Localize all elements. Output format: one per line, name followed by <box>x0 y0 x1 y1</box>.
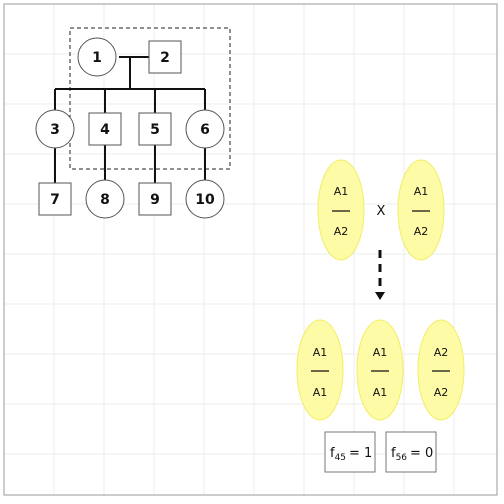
coefficient-f56-subscript: 56 <box>396 453 408 463</box>
cross-symbol: X <box>377 204 386 219</box>
offspring-genotype-ellipse-2[interactable] <box>356 319 404 421</box>
node-4-square[interactable] <box>88 112 122 146</box>
node-6-label: 6 <box>200 122 210 138</box>
offspring-genotype-ellipse-1[interactable] <box>296 319 344 421</box>
node-2-square[interactable] <box>148 40 182 74</box>
coefficient-box-f45[interactable] <box>324 431 376 473</box>
coefficient-f45: f45 = 1 <box>330 446 372 463</box>
parent-1-top-allele: A1 <box>334 185 349 198</box>
offspring-genotype-ellipse-3[interactable] <box>417 319 465 421</box>
pedigree: 1 2 3 4 5 6 7 8 9 10 <box>35 27 231 219</box>
coefficient-f45-symbol: f <box>330 446 335 461</box>
node-3-label: 3 <box>50 122 60 138</box>
parent-1-bottom-allele: A2 <box>334 225 349 238</box>
offspring-1-top-allele: A1 <box>313 346 328 359</box>
coefficient-f56-symbol: f <box>391 446 396 461</box>
node-5-label: 5 <box>150 122 160 138</box>
node-7-square[interactable] <box>38 182 72 216</box>
node-7-label: 7 <box>50 192 60 208</box>
coefficient-f56: f56 = 0 <box>391 446 433 463</box>
offspring-1-bottom-allele: A1 <box>313 386 328 399</box>
node-9-label: 9 <box>150 192 160 208</box>
node-1-label: 1 <box>92 50 102 66</box>
node-9-square[interactable] <box>138 182 172 216</box>
coefficient-box-f56[interactable] <box>385 431 437 473</box>
node-2-label: 2 <box>160 50 170 66</box>
coefficient-f45-subscript: 45 <box>335 453 346 463</box>
node-8-label: 8 <box>100 192 110 208</box>
descent-arrow <box>375 250 385 300</box>
parent-2-top-allele: A1 <box>414 185 429 198</box>
offspring-2-top-allele: A1 <box>373 346 388 359</box>
offspring-genotypes: A1 A1 A1 A1 A2 A2 <box>296 319 465 421</box>
node-10-label: 10 <box>195 192 215 208</box>
dashed-selection-box <box>69 27 231 170</box>
parental-cross: A1 A2 X A1 A2 <box>317 159 445 261</box>
offspring-3-bottom-allele: A2 <box>434 386 449 399</box>
node-6-circle[interactable] <box>185 109 225 149</box>
parent-2-bottom-allele: A2 <box>414 225 429 238</box>
node-5-square[interactable] <box>138 112 172 146</box>
coefficient-f45-value: = 1 <box>349 446 372 461</box>
coefficient-f56-value: = 0 <box>410 446 433 461</box>
arrow-head-icon <box>375 292 385 300</box>
offspring-2-bottom-allele: A1 <box>373 386 388 399</box>
pedigree-lines <box>54 56 206 183</box>
offspring-3-top-allele: A2 <box>434 346 449 359</box>
coefficient-boxes: f45 = 1 f56 = 0 <box>324 431 437 473</box>
node-1-circle[interactable] <box>77 37 117 77</box>
node-3-circle[interactable] <box>35 109 75 149</box>
node-4-label: 4 <box>100 122 110 138</box>
canvas-border <box>3 3 498 496</box>
parent-genotype-ellipse-1[interactable] <box>317 159 365 261</box>
node-10-circle[interactable] <box>185 179 225 219</box>
parent-genotype-ellipse-2[interactable] <box>397 159 445 261</box>
node-8-circle[interactable] <box>85 179 125 219</box>
